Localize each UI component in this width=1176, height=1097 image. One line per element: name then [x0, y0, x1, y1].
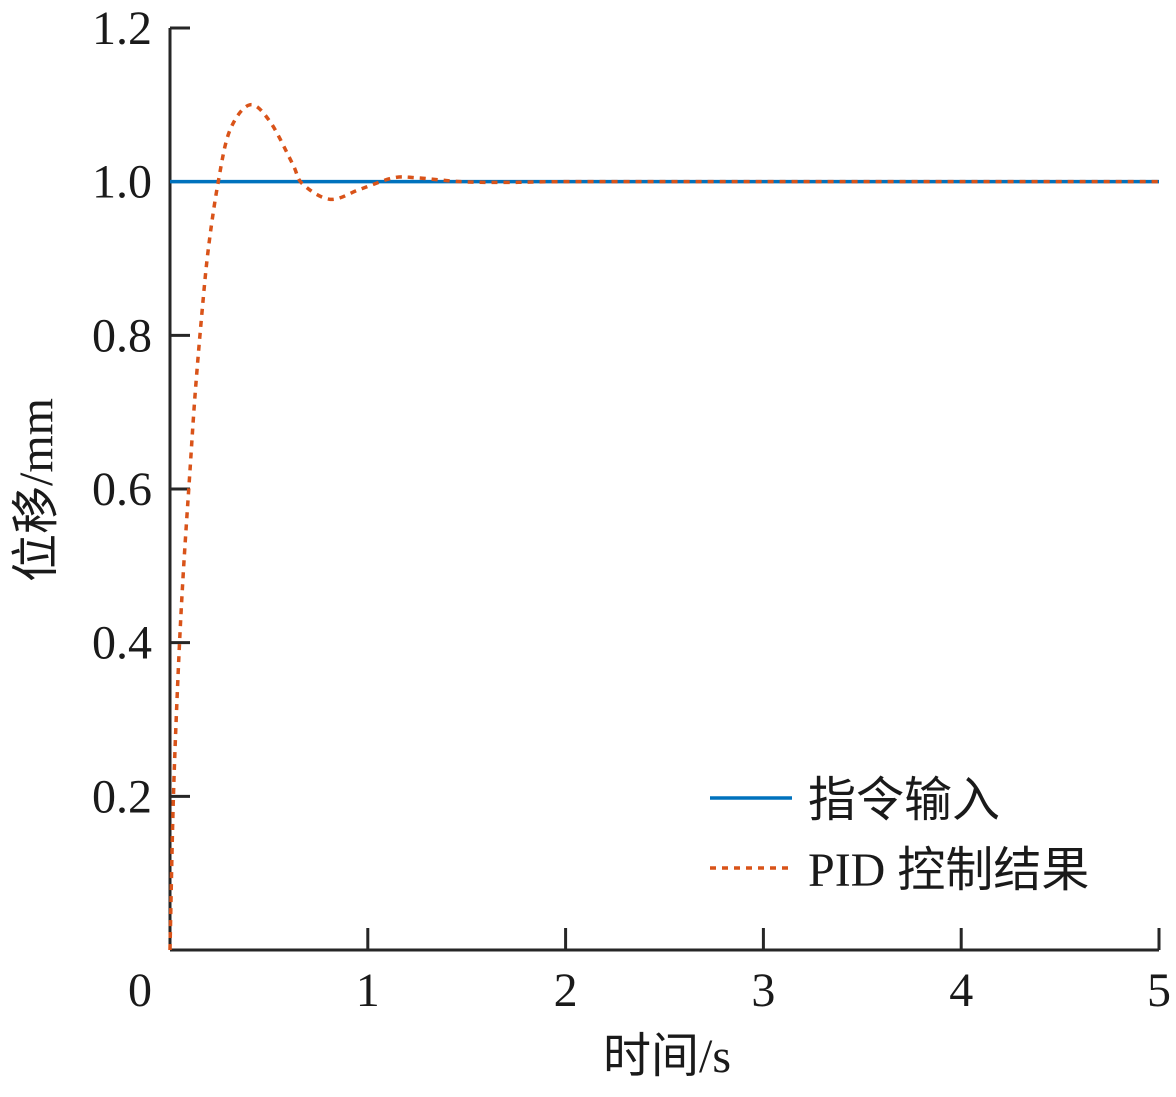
x-tick-label: 3	[751, 964, 775, 1017]
y-axis-label: 位移/mm	[10, 398, 63, 582]
series-layer	[168, 103, 1159, 951]
x-tick-label: 1	[356, 964, 380, 1017]
y-tick-label: 0.8	[92, 309, 152, 362]
x-tick-label: 4	[949, 964, 973, 1017]
y-tick-label: 1.2	[92, 2, 152, 55]
x-tick-label: 2	[554, 964, 578, 1017]
x-tick-label: 5	[1147, 964, 1171, 1017]
axes: 0 1 2 3 4 5 0.2 0.4 0.6 0.8 1.0 1.2	[92, 2, 1171, 1017]
y-tick-label: 1.0	[92, 156, 152, 209]
legend: 指令输入 PID 控制结果	[710, 774, 1089, 897]
legend-label-1: PID 控制结果	[808, 844, 1089, 897]
y-tick-label: 0.4	[92, 617, 152, 670]
x-axis-label: 时间/s	[603, 1030, 731, 1083]
legend-label-0: 指令输入	[808, 774, 1000, 827]
x-tick-label: 0	[128, 964, 152, 1017]
y-tick-label: 0.6	[92, 463, 152, 516]
series-line-1	[168, 103, 1159, 951]
y-tick-label: 0.2	[92, 770, 152, 823]
